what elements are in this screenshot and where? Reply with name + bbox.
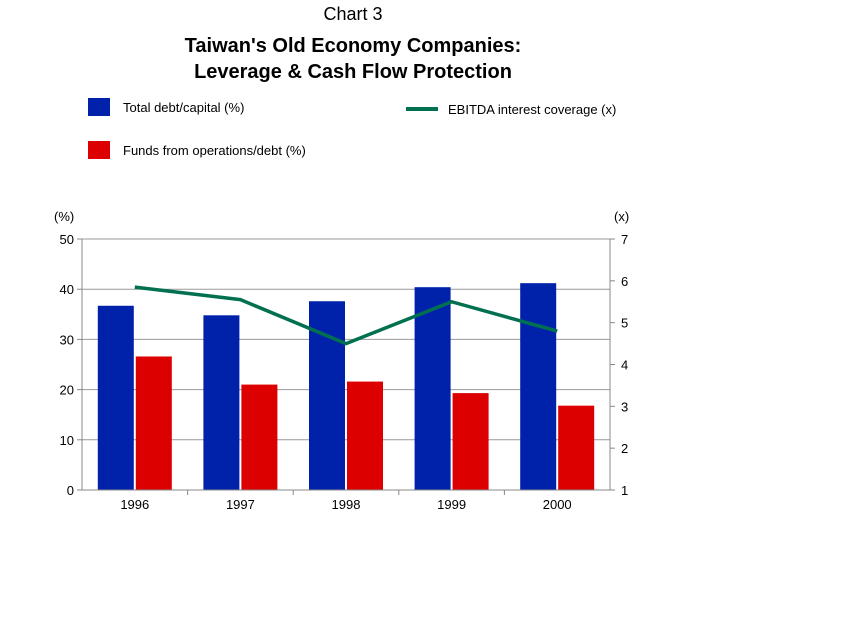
left-tick-label: 30 <box>60 332 74 347</box>
left-tick-label: 40 <box>60 282 74 297</box>
legend: Total debt/capital (%) Funds from operat… <box>88 98 616 159</box>
right-tick-label: 6 <box>621 274 628 289</box>
axes <box>77 238 615 495</box>
bar-total-debt <box>97 305 134 490</box>
x-tick-label: 1999 <box>437 497 466 512</box>
right-axis-unit: (x) <box>614 209 629 224</box>
bar-total-debt <box>203 315 240 490</box>
bar-total-debt <box>520 283 557 490</box>
legend-label-ffo-debt: Funds from operations/debt (%) <box>123 143 306 158</box>
left-tick-label: 0 <box>67 483 74 498</box>
x-tick-label: 1997 <box>226 497 255 512</box>
chart-title-line2: Leverage & Cash Flow Protection <box>194 61 512 83</box>
right-tick-label: 3 <box>621 399 628 414</box>
legend-label-ebitda: EBITDA interest coverage (x) <box>448 102 616 117</box>
line-series <box>134 285 558 346</box>
legend-label-total-debt: Total debt/capital (%) <box>123 100 244 115</box>
x-tick-label: 2000 <box>543 497 572 512</box>
left-tick-label: 10 <box>60 433 74 448</box>
bar-ffo-debt <box>347 381 383 490</box>
left-axis-unit: (%) <box>54 209 74 224</box>
right-tick-label: 2 <box>621 441 628 456</box>
right-tick-label: 4 <box>621 358 628 373</box>
left-tick-label: 50 <box>60 232 74 247</box>
x-tick-label: 1996 <box>120 497 149 512</box>
ebitda-coverage-line <box>134 285 558 346</box>
legend-swatch-ffo-debt <box>88 141 110 159</box>
right-tick-label: 1 <box>621 483 628 498</box>
left-tick-label: 20 <box>60 383 74 398</box>
chart-title-line1: Taiwan's Old Economy Companies: <box>185 35 522 57</box>
bar-ffo-debt <box>452 393 489 490</box>
legend-swatch-total-debt <box>88 98 110 116</box>
tick-labels: 0 10 20 30 40 50 1 2 3 4 5 6 7 1996 1997 1998 1999 2000 <box>60 232 629 512</box>
bar-total-debt <box>309 301 345 490</box>
bar-total-debt <box>414 287 451 490</box>
right-tick-label: 5 <box>621 316 628 331</box>
bar-ffo-debt <box>135 356 172 490</box>
bar-ffo-debt <box>241 384 278 490</box>
x-tick-label: 1998 <box>332 497 361 512</box>
right-tick-label: 7 <box>621 232 628 247</box>
bar-ffo-debt <box>558 405 595 490</box>
bars <box>97 283 595 490</box>
chart-number: Chart 3 <box>323 4 382 24</box>
